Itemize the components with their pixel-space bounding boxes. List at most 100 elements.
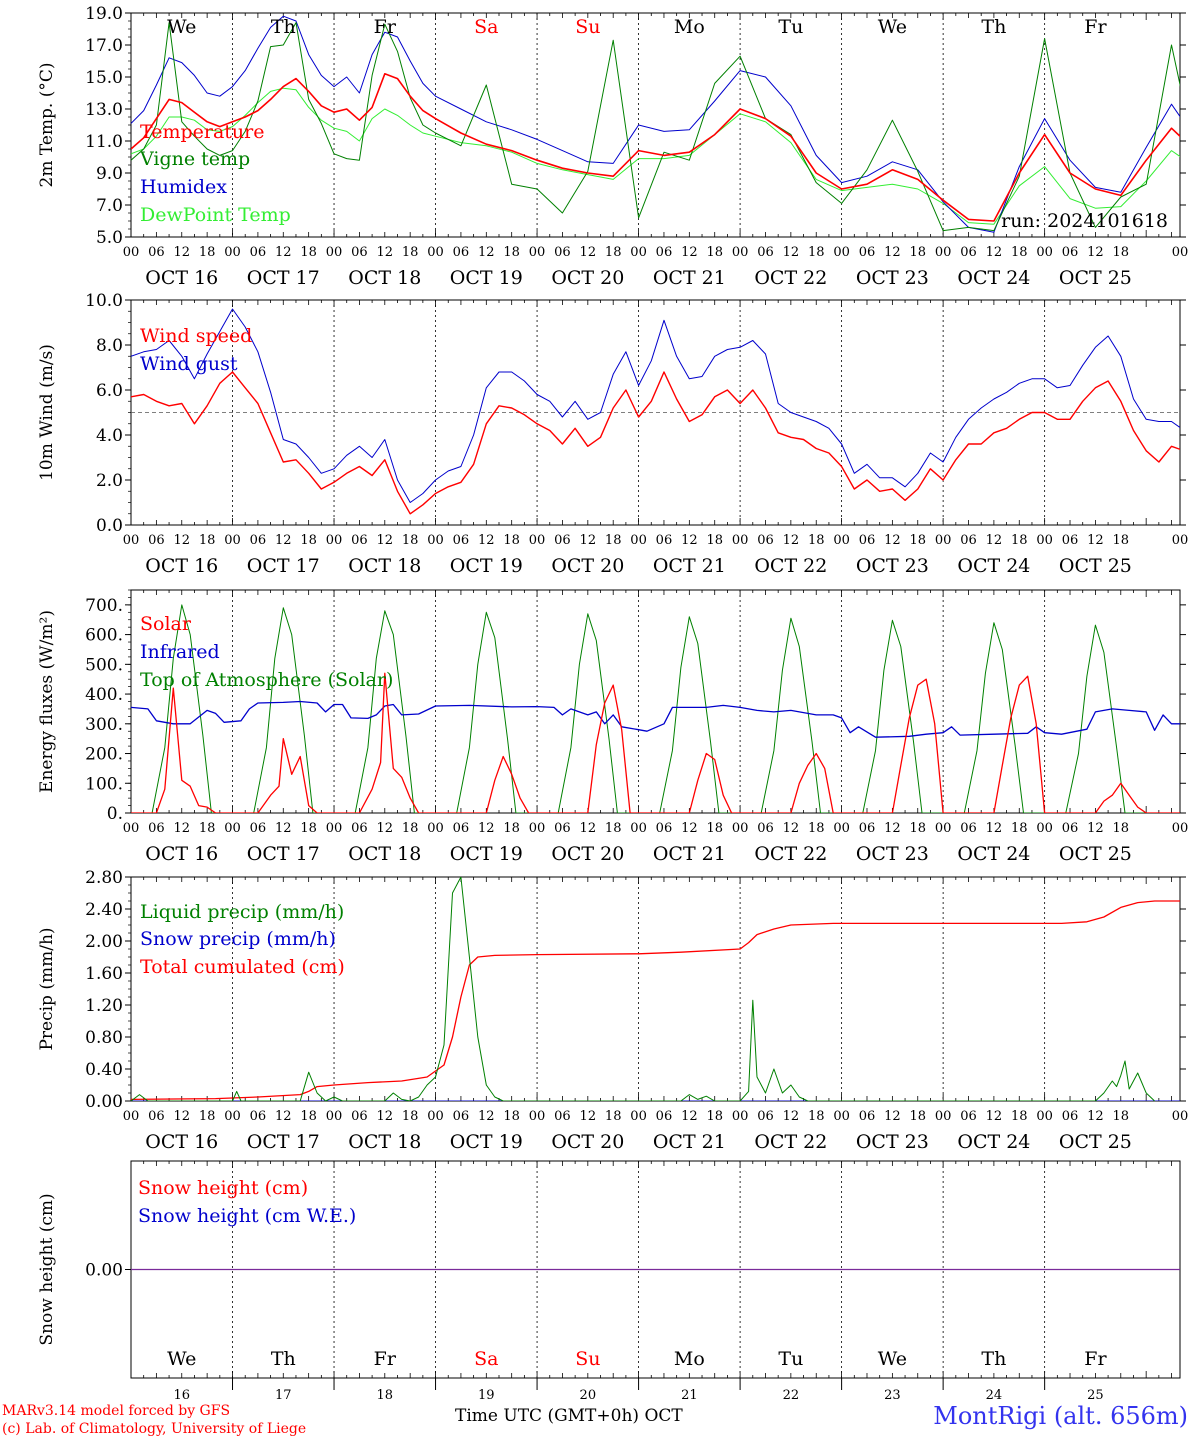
hour-label: 06	[148, 245, 165, 260]
hour-label: 06	[859, 821, 876, 836]
y-tick-label: 2.40	[85, 900, 123, 920]
hour-label: 12	[783, 245, 800, 260]
hour-label: 00	[123, 1109, 140, 1124]
panel-energy	[125, 589, 1186, 814]
series-line-temperature	[131, 73, 1180, 222]
hour-label: 12	[986, 533, 1003, 548]
hour-label: 12	[275, 821, 292, 836]
hour-label: 18	[300, 245, 317, 260]
hour-label: 06	[656, 1109, 673, 1124]
hour-label: 00	[732, 245, 749, 260]
hour-label: 06	[148, 821, 165, 836]
hour-label: 12	[377, 533, 394, 548]
y-tick-label: 5.0	[96, 228, 123, 248]
y-tick-label: 15.0	[85, 68, 123, 88]
model-credit-line1: MARv3.14 model forced by GFS	[2, 1403, 231, 1419]
day-number-label: 23	[884, 1388, 901, 1403]
hour-label: 00	[630, 821, 647, 836]
date-label: OCT 25	[1059, 267, 1132, 289]
hour-label: 18	[909, 533, 926, 548]
hour-label: 06	[351, 533, 368, 548]
hour-label: 12	[884, 533, 901, 548]
hour-label: 00	[224, 245, 241, 260]
date-label: OCT 18	[348, 267, 421, 289]
date-label: OCT 24	[957, 843, 1030, 865]
date-label: OCT 23	[856, 555, 929, 577]
hour-label: 06	[554, 821, 571, 836]
hour-label: 00	[833, 821, 850, 836]
hour-label: 18	[605, 821, 622, 836]
hour-label: 06	[250, 245, 267, 260]
hour-label: 12	[884, 245, 901, 260]
hour-label: 00	[224, 1109, 241, 1124]
hour-label: 06	[554, 533, 571, 548]
y-tick-label: 200.	[85, 745, 123, 765]
weekday-label: We	[878, 1348, 907, 1370]
y-tick-label: 600.	[85, 626, 123, 646]
hour-label: 00	[833, 1109, 850, 1124]
hour-label: 18	[808, 821, 825, 836]
hour-label: 12	[681, 821, 698, 836]
panel-temp	[125, 12, 1186, 238]
hour-label: 18	[199, 533, 216, 548]
hour-label: 06	[757, 245, 774, 260]
hour-label: 00	[630, 533, 647, 548]
hour-label: 00	[529, 821, 546, 836]
hour-label: 06	[859, 245, 876, 260]
series-line-solar	[131, 672, 1180, 813]
hour-label: 12	[1087, 533, 1104, 548]
hour-label: 12	[275, 533, 292, 548]
hour-label: 12	[884, 821, 901, 836]
hour-label: 00	[326, 1109, 343, 1124]
date-label: OCT 24	[957, 267, 1030, 289]
hour-label: 12	[1087, 245, 1104, 260]
hour-label: 18	[300, 821, 317, 836]
hour-label: 18	[605, 1109, 622, 1124]
hour-label: 00	[427, 1109, 444, 1124]
series-line-dewpoint-temp	[131, 87, 1180, 225]
hour-label: 18	[808, 245, 825, 260]
hour-label: 00	[935, 245, 952, 260]
date-label: OCT 25	[1059, 843, 1132, 865]
model-credit: MARv3.14 model forced by GFS (c) Lab. of…	[2, 1402, 306, 1438]
date-label: OCT 22	[754, 843, 827, 865]
hour-label: 12	[681, 533, 698, 548]
hour-label: 06	[351, 1109, 368, 1124]
date-label: OCT 21	[653, 555, 726, 577]
date-label: OCT 24	[957, 1131, 1030, 1153]
hour-label: 00	[1172, 533, 1189, 548]
hour-label: 18	[503, 821, 520, 836]
legend-entry: Solar	[140, 613, 192, 635]
day-number-label: 22	[783, 1388, 800, 1403]
legend-entry: Liquid precip (mm/h)	[140, 901, 344, 923]
y-tick-label: 1.60	[85, 964, 123, 984]
y-tick-label: 500.	[85, 655, 123, 675]
y-tick-label: 0.	[107, 804, 123, 824]
hour-label: 00	[1036, 245, 1053, 260]
weekday-label: Fr	[1084, 16, 1107, 38]
date-label: OCT 24	[957, 555, 1030, 577]
y-tick-label: 13.0	[85, 100, 123, 120]
weekday-label: Th	[271, 16, 296, 38]
date-label: OCT 22	[754, 267, 827, 289]
day-number-label: 17	[275, 1388, 292, 1403]
hour-label: 06	[656, 533, 673, 548]
hour-label: 18	[706, 821, 723, 836]
hour-label: 00	[224, 821, 241, 836]
hour-label: 12	[173, 821, 190, 836]
hour-label: 06	[453, 245, 470, 260]
legend-entry: Snow height (cm)	[138, 1177, 308, 1199]
weekday-label: We	[167, 16, 196, 38]
y-tick-label: 10.0	[85, 291, 123, 311]
hour-label: 18	[1113, 245, 1130, 260]
hour-label: 12	[478, 821, 495, 836]
hour-label: 00	[935, 533, 952, 548]
date-label: OCT 19	[450, 1131, 523, 1153]
hour-label: 12	[884, 1109, 901, 1124]
date-label: OCT 18	[348, 555, 421, 577]
hour-label: 18	[199, 245, 216, 260]
hour-label: 00	[529, 1109, 546, 1124]
hour-label: 00	[529, 533, 546, 548]
hour-label: 00	[833, 533, 850, 548]
date-label: OCT 20	[551, 843, 624, 865]
